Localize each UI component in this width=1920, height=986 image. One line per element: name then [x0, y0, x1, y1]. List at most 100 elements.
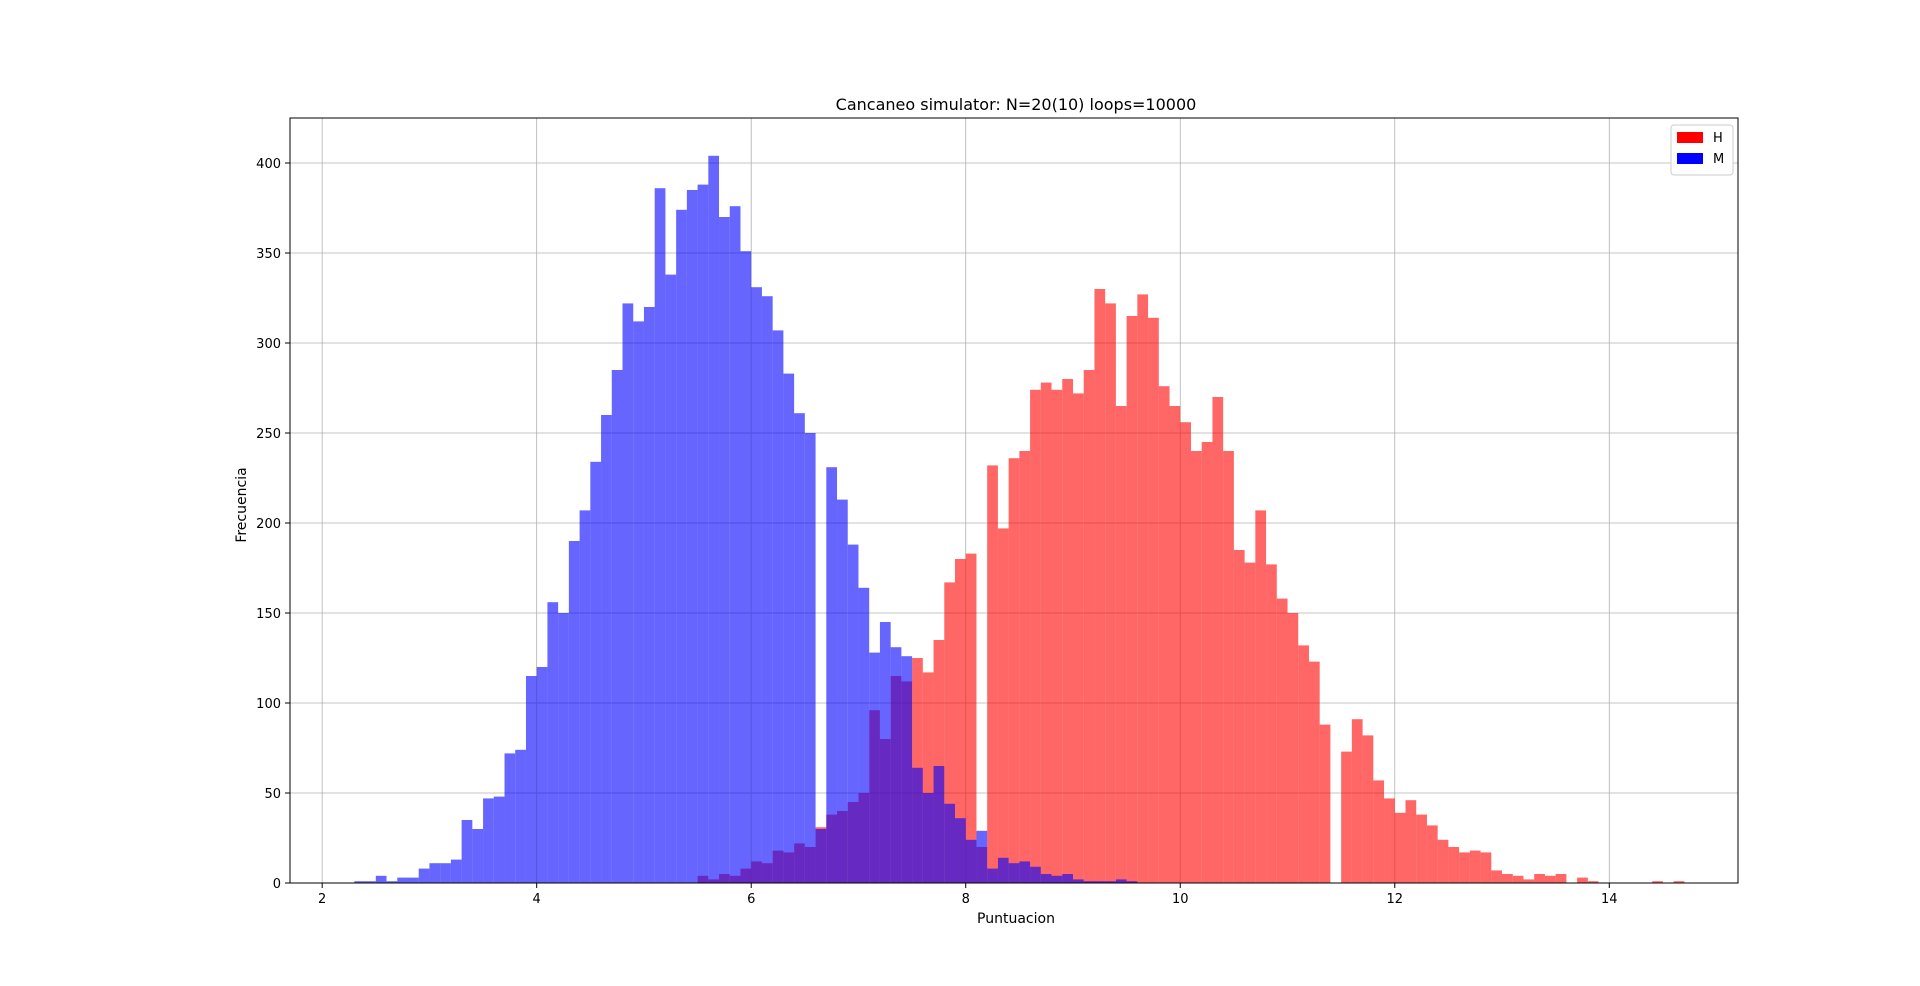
- bar-m: [1094, 881, 1106, 883]
- x-axis-label: Puntuacion: [977, 911, 1055, 927]
- bar-m: [418, 868, 430, 883]
- bar-m: [912, 767, 923, 883]
- bar-m: [826, 467, 838, 883]
- bar-h: [1072, 393, 1084, 883]
- bar-m: [472, 829, 484, 883]
- bar-h: [1308, 661, 1320, 883]
- bar-m: [1083, 881, 1095, 883]
- bar-h: [1201, 442, 1213, 883]
- bar-h: [1405, 800, 1417, 883]
- y-tick-label: 400: [256, 157, 281, 172]
- bar-m: [450, 859, 462, 883]
- x-tick-label: 6: [747, 892, 755, 907]
- bar-h: [1223, 451, 1234, 883]
- bar-m: [879, 622, 891, 883]
- bar-h: [1502, 874, 1513, 883]
- bar-h: [1276, 598, 1288, 883]
- bar-m: [590, 461, 602, 883]
- bar-h: [1115, 406, 1127, 883]
- bar-h: [1469, 850, 1481, 883]
- bar-m: [804, 433, 816, 883]
- bar-h: [965, 553, 977, 883]
- bar-m: [633, 321, 644, 883]
- bar-h: [1373, 780, 1385, 883]
- bar-h: [1341, 751, 1352, 883]
- bar-h: [955, 559, 966, 883]
- bar-h: [987, 465, 998, 883]
- bar-h: [1480, 852, 1492, 883]
- bar-m: [429, 863, 441, 883]
- axes: 2 4 6 8 10 12 14 0 50 100 150 200 250 300 350 400: [256, 117, 1739, 907]
- bar-m: [375, 875, 387, 883]
- legend-swatch-m: [1677, 153, 1703, 164]
- plot-frame: [289, 117, 1739, 884]
- bar-h: [1190, 451, 1202, 883]
- y-tick-label: 200: [256, 517, 281, 532]
- bar-m: [772, 330, 784, 883]
- bar-h: [944, 582, 956, 883]
- bar-h: [1362, 735, 1374, 883]
- bar-h: [1416, 814, 1427, 883]
- bar-m: [536, 667, 548, 883]
- histogram-bars: [354, 155, 1685, 884]
- bar-m: [987, 868, 998, 883]
- y-tick-label: 50: [264, 787, 281, 802]
- legend-label-h: H: [1713, 131, 1723, 146]
- bar-m: [815, 829, 827, 883]
- bar-h: [1244, 562, 1256, 883]
- bar-m: [1019, 861, 1031, 883]
- bar-m: [783, 373, 795, 883]
- bar-h: [1169, 406, 1181, 883]
- bar-h: [997, 528, 1009, 883]
- y-tick-label: 300: [256, 337, 281, 352]
- bar-h: [1030, 389, 1041, 883]
- bar-m: [697, 184, 709, 884]
- bar-m: [440, 863, 451, 883]
- bar-m: [579, 510, 591, 883]
- bar-h: [1158, 386, 1170, 883]
- bar-m: [1062, 874, 1073, 883]
- x-tick-label: 12: [1386, 892, 1403, 907]
- bar-m: [761, 296, 773, 883]
- bar-m: [1030, 866, 1041, 883]
- bar-h: [1062, 379, 1073, 883]
- legend-label-m: M: [1713, 152, 1724, 167]
- bar-h: [1319, 724, 1331, 883]
- bar-m: [847, 544, 859, 883]
- bar-h: [1437, 839, 1449, 883]
- x-tick-label: 14: [1601, 892, 1618, 907]
- bar-h: [1394, 812, 1406, 883]
- y-tick-label: 350: [256, 247, 281, 262]
- y-tick-label: 0: [273, 877, 281, 892]
- bar-m: [547, 602, 559, 883]
- bar-m: [386, 881, 398, 883]
- bar-m: [1051, 875, 1063, 883]
- bar-m: [676, 209, 687, 884]
- bar-m: [365, 881, 376, 883]
- bar-h: [1459, 852, 1470, 883]
- bar-h: [1534, 874, 1545, 883]
- bar-m: [515, 749, 526, 883]
- bar-h: [1266, 564, 1277, 883]
- bar-m: [729, 206, 741, 883]
- bar-m: [837, 499, 848, 883]
- bar-m: [955, 818, 966, 883]
- bar-h: [1040, 382, 1052, 883]
- bar-h: [1126, 316, 1138, 883]
- bar-m: [665, 274, 677, 884]
- bar-h: [1523, 879, 1535, 883]
- bar-m: [643, 307, 655, 883]
- y-tick-label: 250: [256, 427, 281, 442]
- bar-m: [922, 793, 934, 883]
- bar-h: [1673, 881, 1685, 883]
- bar-h: [1008, 458, 1020, 883]
- bar-m: [558, 613, 569, 883]
- legend: H M: [1670, 124, 1734, 176]
- x-tick-label: 8: [962, 892, 970, 907]
- bar-m: [407, 877, 419, 883]
- legend-swatch-h: [1677, 132, 1703, 143]
- bar-m: [1105, 881, 1116, 883]
- bar-m: [493, 796, 505, 883]
- bar-m: [751, 287, 762, 883]
